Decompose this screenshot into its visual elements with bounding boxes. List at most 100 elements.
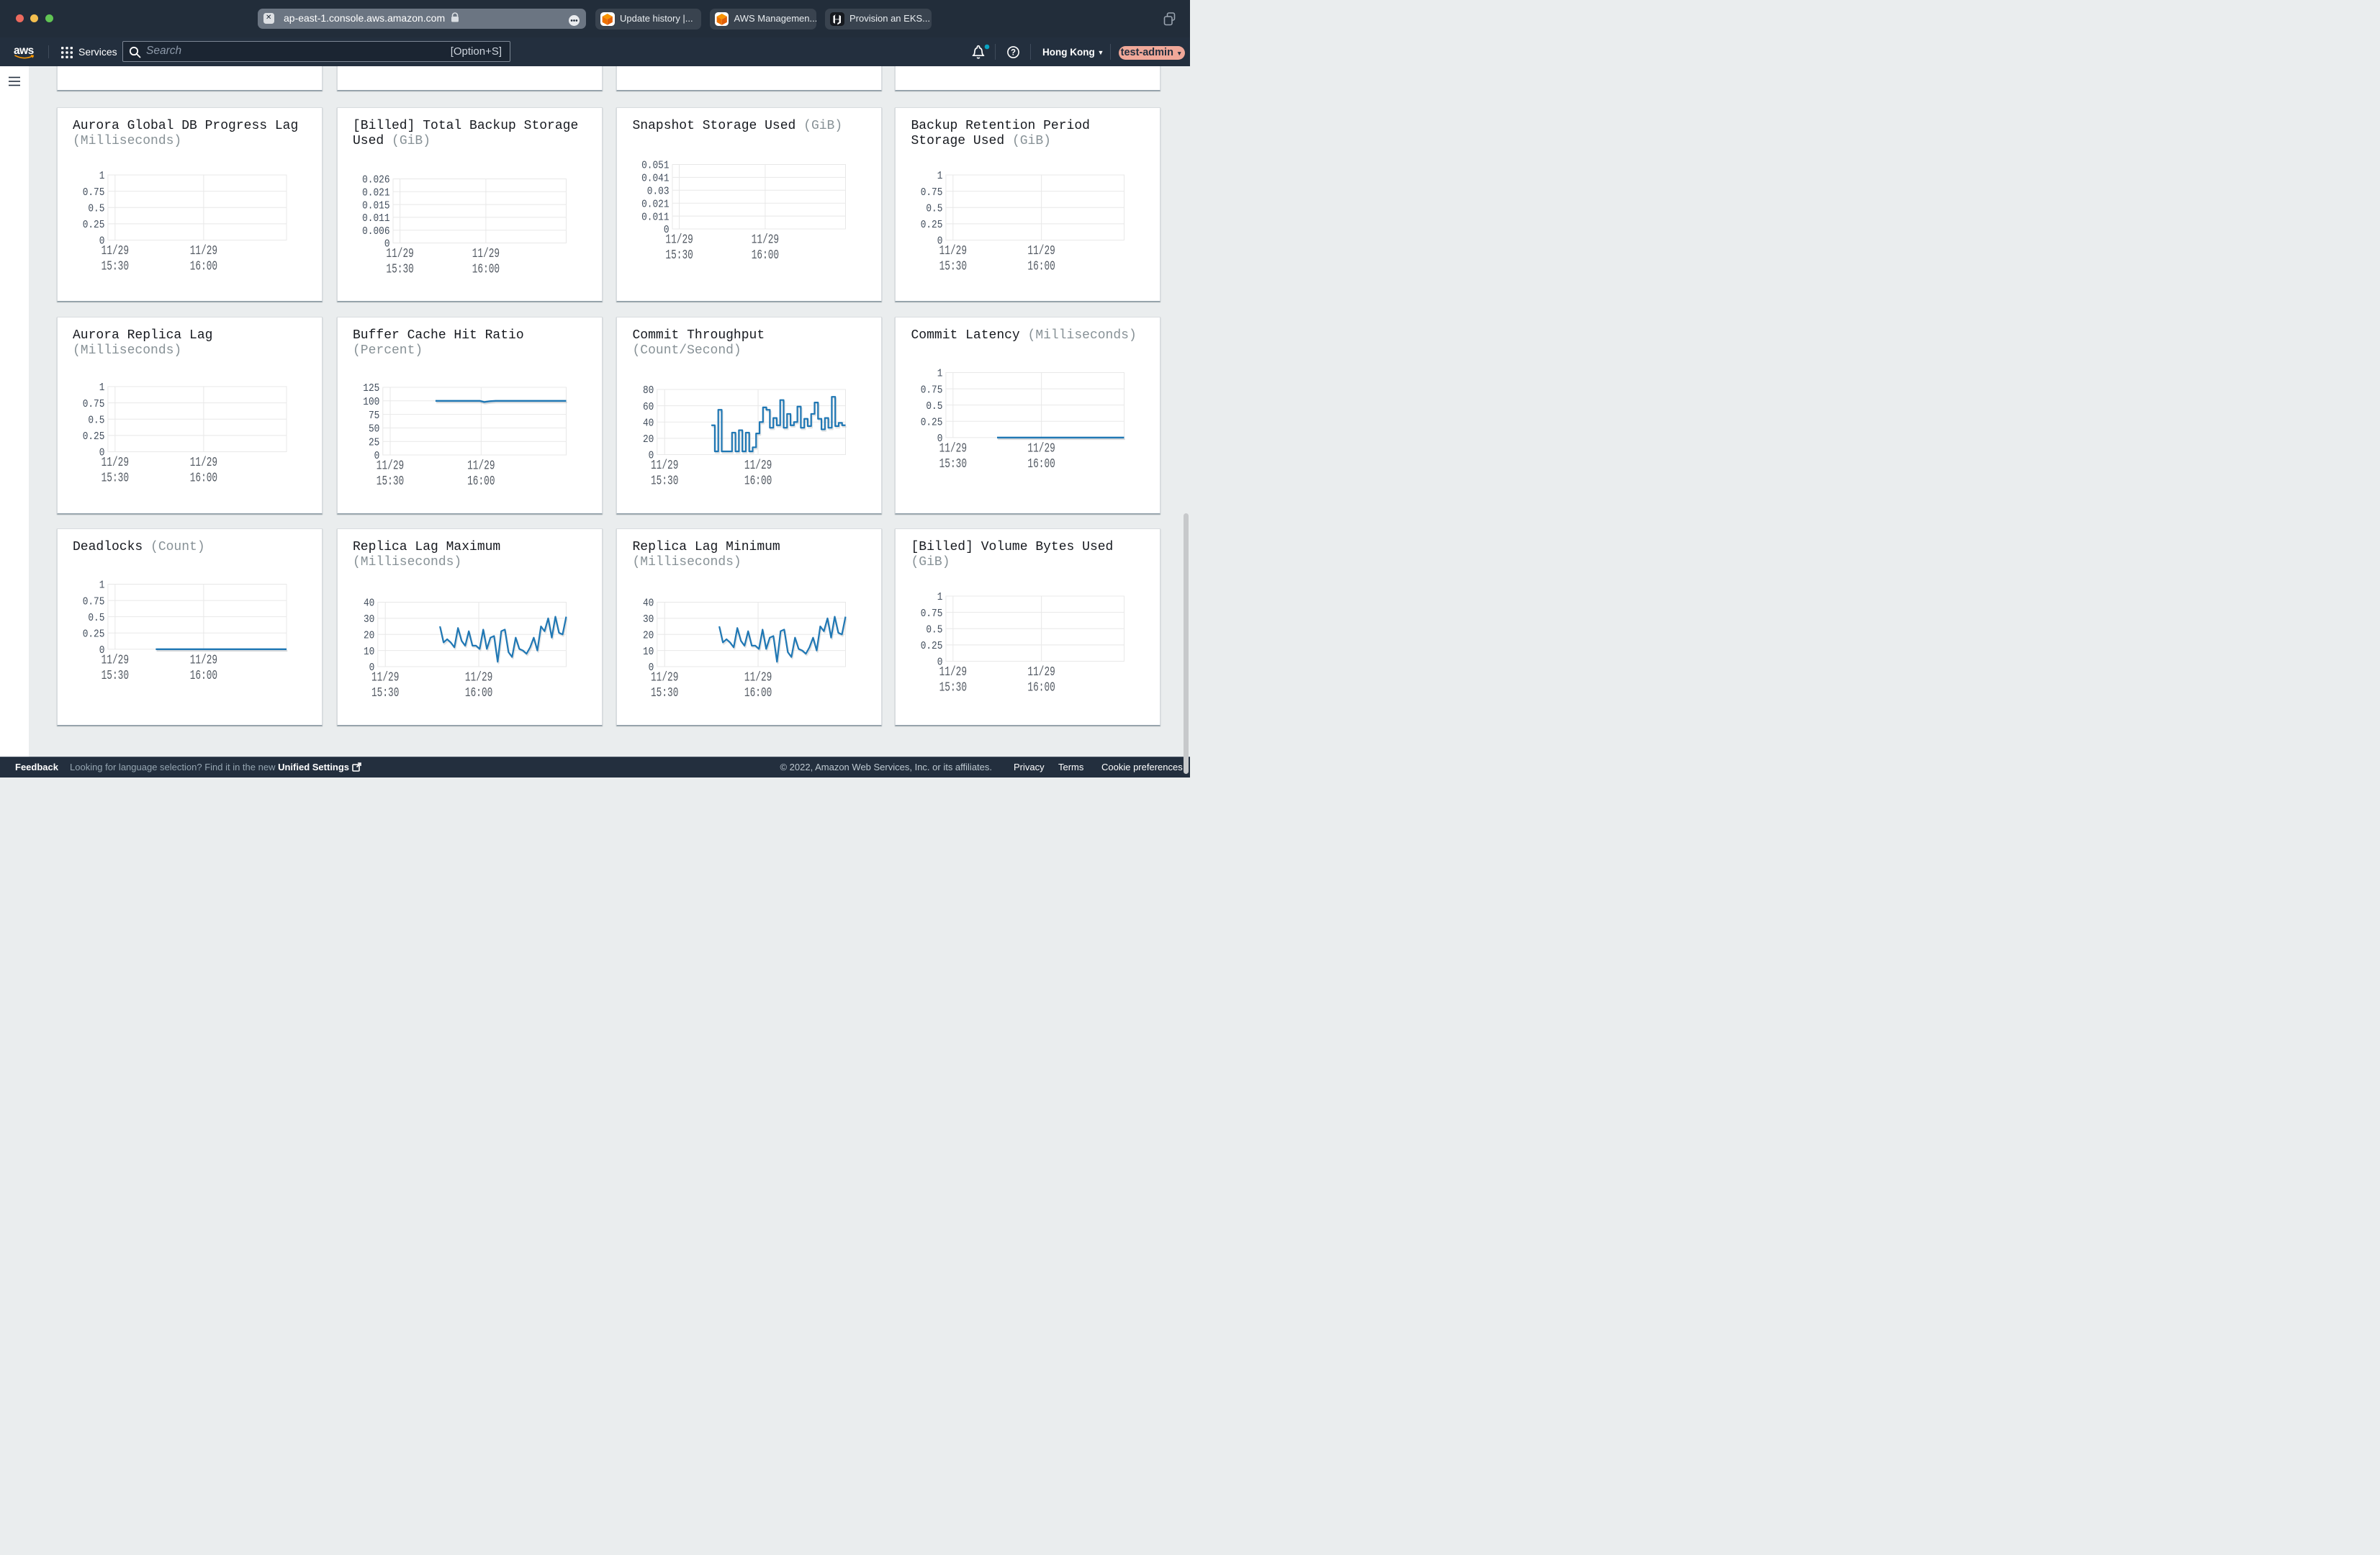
svg-text:11/29: 11/29 <box>464 670 492 685</box>
svg-text:15:30: 15:30 <box>651 473 678 488</box>
svg-text:11/29: 11/29 <box>189 652 217 667</box>
svg-text:30: 30 <box>363 614 374 626</box>
svg-text:16:00: 16:00 <box>744 473 772 488</box>
svg-text:0.75: 0.75 <box>921 385 943 397</box>
svg-text:0.75: 0.75 <box>921 608 943 620</box>
svg-text:11/29: 11/29 <box>651 458 678 473</box>
svg-text:40: 40 <box>643 418 654 430</box>
svg-text:0: 0 <box>99 448 104 459</box>
svg-text:0.25: 0.25 <box>82 431 104 443</box>
svg-text:11/29: 11/29 <box>744 458 772 473</box>
svg-text:11/29: 11/29 <box>101 243 128 258</box>
svg-text:15:30: 15:30 <box>101 668 128 683</box>
svg-text:0: 0 <box>99 645 104 657</box>
svg-text:0: 0 <box>369 663 374 675</box>
svg-text:1: 1 <box>937 369 943 380</box>
svg-text:15:30: 15:30 <box>651 685 678 700</box>
svg-text:0.25: 0.25 <box>921 418 943 429</box>
svg-text:0.5: 0.5 <box>926 204 942 215</box>
svg-text:16:00: 16:00 <box>1027 456 1055 472</box>
svg-text:11/29: 11/29 <box>189 243 217 258</box>
svg-text:15:30: 15:30 <box>101 258 128 274</box>
svg-text:0.026: 0.026 <box>362 175 389 186</box>
svg-text:100: 100 <box>363 397 379 408</box>
svg-text:50: 50 <box>368 424 379 436</box>
svg-text:40: 40 <box>643 598 654 610</box>
svg-text:11/29: 11/29 <box>472 246 499 261</box>
svg-text:15:30: 15:30 <box>101 470 128 485</box>
svg-text:0: 0 <box>374 451 379 463</box>
svg-text:0.011: 0.011 <box>641 212 669 224</box>
svg-text:0: 0 <box>99 236 104 248</box>
svg-text:0.75: 0.75 <box>921 187 943 199</box>
svg-text:1: 1 <box>99 580 104 592</box>
svg-text:0.5: 0.5 <box>926 625 942 636</box>
svg-text:10: 10 <box>363 646 374 658</box>
svg-text:16:00: 16:00 <box>189 258 217 274</box>
svg-text:0.5: 0.5 <box>88 613 104 624</box>
svg-text:11/29: 11/29 <box>376 458 403 473</box>
svg-text:11/29: 11/29 <box>939 664 967 680</box>
svg-text:0: 0 <box>937 433 943 445</box>
svg-text:0: 0 <box>937 236 943 248</box>
svg-text:1: 1 <box>99 171 104 183</box>
svg-text:20: 20 <box>643 434 654 446</box>
svg-text:0.5: 0.5 <box>926 401 942 413</box>
svg-text:11/29: 11/29 <box>939 441 967 456</box>
svg-text:0.25: 0.25 <box>82 220 104 231</box>
svg-text:11/29: 11/29 <box>386 246 413 261</box>
svg-text:30: 30 <box>643 614 654 626</box>
svg-text:60: 60 <box>643 402 654 413</box>
svg-text:11/29: 11/29 <box>1027 243 1055 258</box>
svg-text:16:00: 16:00 <box>472 261 499 276</box>
svg-text:15:30: 15:30 <box>665 248 693 263</box>
svg-text:11/29: 11/29 <box>101 455 128 470</box>
svg-text:15:30: 15:30 <box>376 474 403 489</box>
svg-text:0.25: 0.25 <box>921 641 943 652</box>
svg-text:11/29: 11/29 <box>189 455 217 470</box>
svg-text:40: 40 <box>363 598 374 610</box>
svg-text:11/29: 11/29 <box>101 652 128 667</box>
svg-text:0: 0 <box>384 239 389 251</box>
svg-text:20: 20 <box>643 631 654 642</box>
svg-text:0.041: 0.041 <box>641 173 669 185</box>
svg-text:15:30: 15:30 <box>939 680 967 695</box>
svg-text:11/29: 11/29 <box>371 670 398 685</box>
svg-text:0.021: 0.021 <box>641 199 669 211</box>
svg-text:125: 125 <box>363 384 379 395</box>
svg-text:0.25: 0.25 <box>82 629 104 641</box>
svg-text:0.03: 0.03 <box>647 186 670 198</box>
svg-text:0: 0 <box>649 451 654 462</box>
svg-text:0.015: 0.015 <box>362 201 389 212</box>
svg-text:11/29: 11/29 <box>939 243 967 258</box>
svg-text:75: 75 <box>368 410 379 422</box>
svg-text:16:00: 16:00 <box>1027 258 1055 274</box>
svg-text:15:30: 15:30 <box>939 456 967 472</box>
svg-text:16:00: 16:00 <box>467 474 495 489</box>
svg-text:0.25: 0.25 <box>921 220 943 231</box>
svg-text:16:00: 16:00 <box>464 685 492 700</box>
svg-text:0.5: 0.5 <box>88 415 104 427</box>
svg-text:11/29: 11/29 <box>651 670 678 685</box>
svg-text:0: 0 <box>649 663 654 675</box>
svg-text:10: 10 <box>643 646 654 658</box>
svg-text:0.006: 0.006 <box>362 226 389 238</box>
svg-text:0.011: 0.011 <box>362 213 389 225</box>
svg-text:16:00: 16:00 <box>189 470 217 485</box>
svg-text:15:30: 15:30 <box>939 258 967 274</box>
svg-text:0.051: 0.051 <box>641 161 669 172</box>
svg-text:16:00: 16:00 <box>744 685 772 700</box>
svg-text:?: ? <box>1011 49 1016 58</box>
svg-text:0.5: 0.5 <box>88 204 104 215</box>
svg-text:0: 0 <box>937 657 943 669</box>
svg-text:15:30: 15:30 <box>386 261 413 276</box>
svg-text:1: 1 <box>937 171 943 183</box>
svg-text:0.75: 0.75 <box>82 597 104 608</box>
svg-text:0: 0 <box>664 225 670 237</box>
svg-text:0.75: 0.75 <box>82 187 104 199</box>
svg-text:16:00: 16:00 <box>189 668 217 683</box>
svg-text:1: 1 <box>99 383 104 395</box>
svg-text:16:00: 16:00 <box>752 248 779 263</box>
svg-text:25: 25 <box>368 438 379 449</box>
svg-text:11/29: 11/29 <box>752 232 779 247</box>
